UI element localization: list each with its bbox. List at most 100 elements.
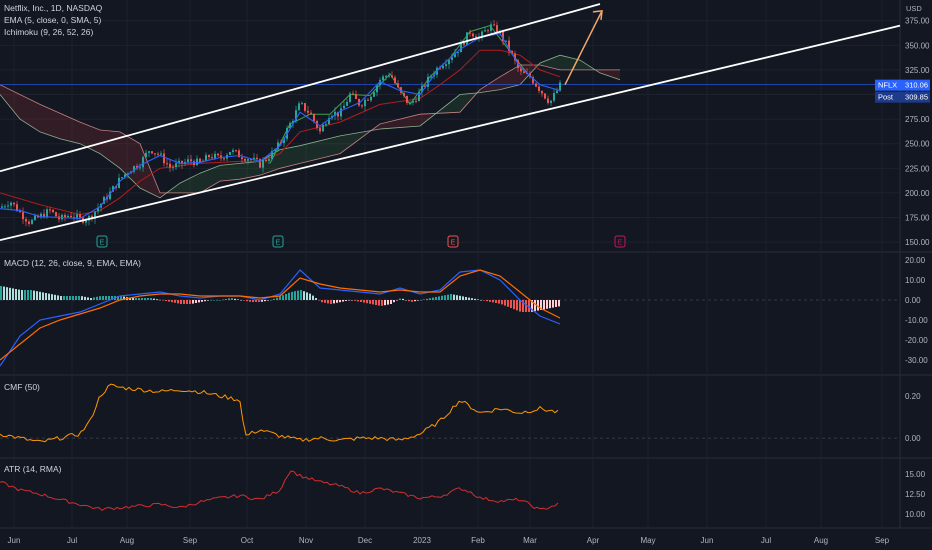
price-badge-bg — [875, 79, 930, 91]
candle-body — [124, 174, 126, 178]
ichimoku-cloud-segment — [235, 163, 240, 180]
candle-body — [466, 32, 468, 45]
candle-body — [103, 196, 105, 204]
candle-body — [49, 209, 51, 211]
candle-body — [310, 112, 312, 115]
candle-body — [220, 155, 222, 159]
macd-histogram-bar — [60, 296, 62, 300]
ichimoku-cloud-segment — [215, 165, 220, 185]
atr-legend: ATR (14, RMA) — [4, 464, 62, 474]
macd-histogram-bar — [408, 300, 410, 302]
candle-body — [520, 68, 522, 72]
candle-body — [253, 157, 255, 160]
candle-body — [145, 152, 147, 158]
candle-body — [313, 114, 315, 121]
x-tick-label-may: May — [640, 536, 655, 545]
ichimoku-cloud-segment — [175, 183, 180, 193]
macd-histogram-bar — [552, 300, 554, 308]
macd-histogram-bar — [153, 298, 155, 300]
candle-body — [28, 221, 30, 224]
ichimoku-cloud-segment — [245, 162, 250, 179]
candle-body — [547, 98, 549, 104]
candle-body — [487, 30, 489, 32]
candle-body — [376, 85, 378, 93]
ichimoku-cloud-segment — [250, 161, 255, 178]
macd-histogram-bar — [477, 299, 479, 300]
macd-histogram-bar — [78, 296, 80, 300]
ichimoku-cloud-segment — [560, 55, 565, 70]
candle-body — [373, 92, 375, 97]
candle-body — [52, 209, 54, 213]
candle-body — [154, 153, 156, 155]
projection-arrow — [564, 10, 603, 86]
candle-body — [427, 76, 429, 87]
candle-body — [250, 159, 252, 161]
macd-histogram-bar — [6, 287, 8, 300]
ichimoku-cloud-segment — [345, 134, 350, 150]
candle-body — [214, 153, 216, 159]
macd-histogram-bar — [258, 300, 260, 302]
macd-histogram-bar — [117, 296, 119, 300]
earnings-marker-label: E — [276, 240, 281, 247]
ichimoku-cloud-segment — [330, 137, 335, 157]
macd-histogram-bar — [381, 300, 383, 306]
candle-body — [46, 209, 48, 218]
candle-body — [148, 151, 150, 153]
candle-body — [430, 76, 432, 78]
macd-histogram-bar — [120, 296, 122, 300]
macd-line — [0, 269, 561, 367]
macd-histogram-bar — [402, 298, 404, 300]
x-tick-label-nov: Nov — [299, 536, 313, 545]
macd-histogram-bar — [288, 292, 290, 300]
candle-body — [358, 99, 360, 106]
ichimoku-cloud-segment — [50, 108, 55, 138]
candle-body — [514, 53, 516, 61]
macd-histogram-bar — [51, 294, 53, 300]
candle-body — [406, 95, 408, 103]
candle-body — [256, 157, 258, 160]
candle-body — [469, 32, 471, 34]
candle-body — [190, 159, 192, 162]
atr-line — [0, 470, 559, 512]
candle-body — [10, 202, 12, 206]
candle-body — [511, 50, 513, 54]
macd-histogram-bar — [303, 291, 305, 300]
ichimoku-cloud-segment — [515, 65, 520, 86]
ichimoku-cloud-segment — [20, 94, 25, 123]
candle-body — [241, 157, 243, 160]
macd-histogram-bar — [453, 294, 455, 300]
macd-histogram-bar — [525, 300, 527, 312]
macd-histogram-bar — [201, 300, 203, 302]
macd-histogram-bar — [297, 290, 299, 300]
macd-histogram-bar — [246, 300, 248, 302]
candle-body — [304, 103, 306, 111]
ichimoku-cloud-segment — [360, 131, 365, 139]
macd-histogram-bar — [471, 298, 473, 300]
x-tick-label-sep: Sep — [875, 536, 890, 545]
macd-histogram-bar — [405, 300, 407, 301]
macd-histogram-bar — [207, 300, 209, 301]
cmf-tick-label: 0.00 — [905, 434, 921, 443]
candle-body — [208, 155, 210, 158]
candle-body — [364, 99, 366, 107]
candle-body — [301, 103, 303, 105]
macd-histogram-bar — [54, 294, 56, 300]
ichimoku-span-b — [0, 64, 620, 194]
macd-histogram-bar — [147, 298, 149, 300]
ichimoku-cloud-segment — [220, 164, 225, 182]
macd-histogram-bar — [174, 300, 176, 303]
candle-body — [355, 93, 357, 100]
price-tick-label: 375.00 — [905, 17, 930, 26]
macd-histogram-bar — [324, 300, 326, 303]
macd-histogram-bar — [429, 298, 431, 300]
ichimoku-cloud-segment — [455, 94, 460, 113]
channel-lower-line — [0, 24, 901, 242]
candle-body — [31, 219, 33, 224]
ichimoku-cloud-segment — [205, 169, 210, 190]
macd-histogram-bar — [516, 300, 518, 311]
macd-histogram-bar — [276, 297, 278, 300]
macd-histogram-bar — [63, 296, 65, 300]
candle-body — [1, 206, 3, 208]
